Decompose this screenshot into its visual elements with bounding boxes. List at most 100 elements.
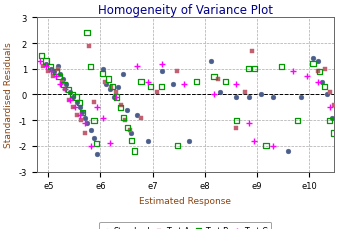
Test B: [125, 126, 130, 130]
Standard: [91, 137, 97, 140]
Standard: [84, 121, 90, 125]
Test C: [234, 83, 239, 87]
Test B: [88, 65, 93, 69]
Test C: [53, 75, 59, 79]
Legend: Standard, Test A, Test B, Test C: Standard, Test A, Test B, Test C: [99, 222, 271, 229]
Test A: [63, 88, 68, 92]
Test B: [76, 101, 82, 104]
Standard: [171, 83, 176, 87]
Standard: [88, 129, 93, 133]
Standard: [145, 139, 150, 143]
Test B: [114, 96, 119, 99]
Test A: [50, 75, 55, 79]
Standard: [270, 96, 275, 99]
Test B: [43, 60, 49, 64]
Standard: [100, 68, 105, 71]
Y-axis label: Standardised Residuals: Standardised Residuals: [4, 42, 13, 148]
Test B: [263, 144, 269, 148]
Test A: [55, 68, 60, 71]
Standard: [330, 116, 335, 120]
Standard: [58, 73, 63, 76]
Test A: [331, 104, 337, 107]
Test A: [215, 78, 221, 82]
Test B: [279, 65, 284, 69]
Test B: [322, 85, 328, 89]
Test C: [114, 96, 119, 99]
Test B: [295, 119, 300, 123]
Test A: [114, 91, 119, 94]
Standard: [107, 88, 112, 92]
Standard: [77, 106, 82, 110]
Standard: [310, 57, 316, 61]
Test A: [41, 65, 46, 69]
Test A: [108, 85, 114, 89]
Test B: [62, 83, 67, 87]
Test B: [234, 119, 239, 123]
Test C: [246, 121, 251, 125]
Standard: [319, 80, 325, 84]
Test A: [154, 91, 160, 94]
Standard: [80, 111, 85, 115]
Test C: [77, 114, 82, 117]
Test C: [94, 106, 99, 110]
Standard: [74, 101, 79, 104]
Test A: [335, 114, 338, 117]
Test B: [84, 32, 90, 35]
Standard: [82, 116, 88, 120]
Standard: [48, 68, 53, 71]
Test A: [175, 70, 180, 74]
Test C: [304, 75, 309, 79]
Test A: [315, 70, 321, 74]
Test B: [48, 65, 53, 69]
Test B: [223, 80, 228, 84]
Standard: [67, 91, 73, 94]
Test C: [48, 70, 53, 74]
Test C: [107, 142, 112, 145]
Test C: [252, 139, 257, 143]
Standard: [324, 93, 330, 97]
Test B: [118, 106, 123, 110]
Standard: [71, 96, 76, 99]
Standard: [60, 78, 66, 82]
Test B: [39, 55, 45, 58]
Test B: [128, 139, 134, 143]
Test A: [59, 80, 65, 84]
Standard: [128, 131, 134, 135]
Test A: [86, 45, 92, 48]
Test A: [243, 91, 248, 94]
Test A: [119, 104, 124, 107]
Test C: [38, 60, 43, 64]
Test C: [211, 93, 217, 97]
Test C: [335, 131, 338, 135]
Test B: [175, 144, 180, 148]
Test C: [58, 83, 63, 87]
Test C: [181, 83, 187, 87]
Test C: [67, 98, 73, 102]
Title: Homogeneity of Variance Plot: Homogeneity of Variance Plot: [98, 4, 273, 17]
Test C: [43, 65, 49, 69]
Standard: [52, 70, 57, 74]
X-axis label: Estimated Response: Estimated Response: [139, 196, 231, 205]
Test A: [71, 106, 76, 110]
Test B: [147, 85, 153, 89]
Standard: [116, 85, 121, 89]
Test C: [270, 144, 275, 148]
Standard: [104, 83, 109, 87]
Test A: [327, 91, 332, 94]
Test A: [127, 129, 133, 133]
Standard: [159, 70, 165, 74]
Standard: [43, 63, 49, 66]
Test A: [91, 101, 97, 104]
Test C: [159, 63, 165, 66]
Test C: [315, 80, 321, 84]
Test C: [145, 80, 150, 84]
Test B: [100, 73, 105, 76]
Test C: [291, 70, 296, 74]
Standard: [111, 96, 117, 99]
Test B: [246, 68, 251, 71]
Test B: [105, 78, 111, 82]
Test C: [100, 116, 105, 120]
Test A: [234, 126, 239, 130]
Test B: [66, 88, 71, 92]
Test A: [74, 114, 79, 117]
